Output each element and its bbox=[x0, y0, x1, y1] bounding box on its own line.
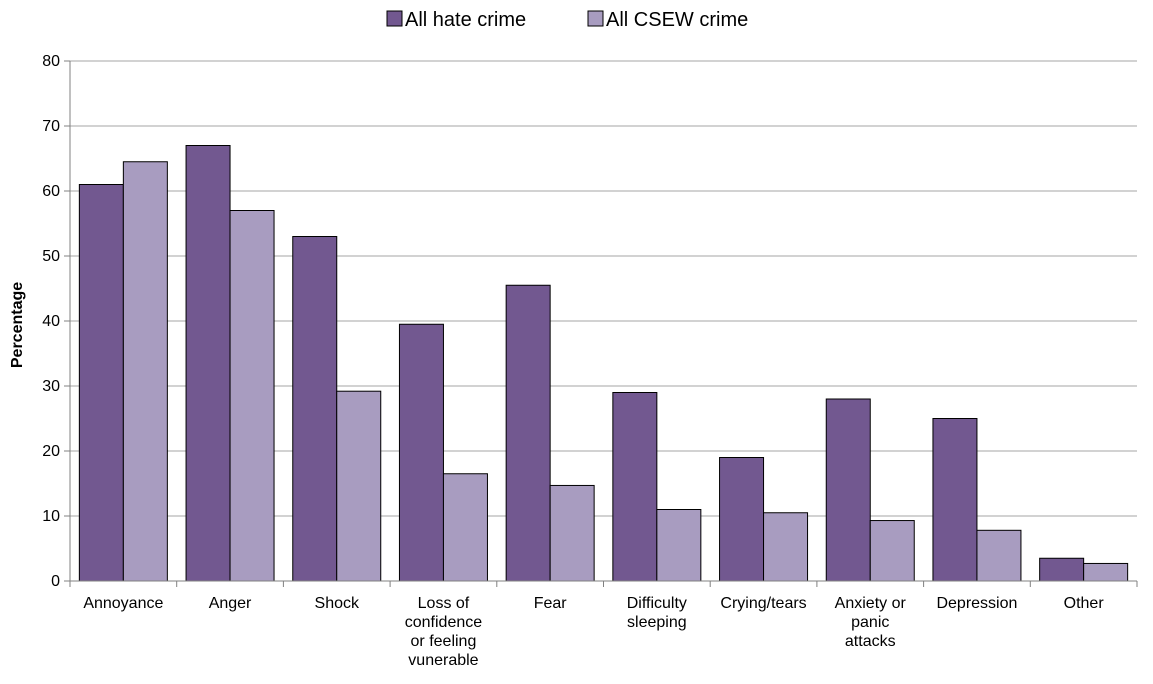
x-category-label: Crying/tears bbox=[720, 595, 806, 612]
x-category-label: Anger bbox=[209, 595, 252, 612]
bar-csew-crime bbox=[549, 484, 595, 582]
y-tick-label: 80 bbox=[42, 53, 60, 70]
legend-swatch bbox=[587, 10, 604, 27]
y-tick-label: 50 bbox=[42, 248, 60, 265]
x-category-label: Shock bbox=[315, 595, 360, 612]
legend: All hate crime All CSEW crime bbox=[386, 9, 748, 31]
x-category-label: Difficulty sleeping bbox=[627, 595, 687, 631]
bar-hate-crime bbox=[398, 323, 444, 582]
bar-hate-crime bbox=[612, 392, 658, 582]
bar-csew-crime bbox=[656, 509, 702, 582]
bar-hate-crime bbox=[932, 418, 978, 582]
x-category-label: Anxiety or panic attacks bbox=[835, 595, 907, 650]
y-tick-label: 0 bbox=[51, 573, 60, 590]
x-category-label: Other bbox=[1064, 595, 1105, 612]
y-tick-label: 60 bbox=[42, 183, 60, 200]
x-category-label: Annoyance bbox=[83, 595, 163, 612]
bar-csew-crime bbox=[763, 512, 809, 582]
y-tick-label: 30 bbox=[42, 378, 60, 395]
bar-csew-crime bbox=[976, 529, 1022, 582]
bar-csew-crime bbox=[336, 390, 382, 582]
x-category-label: Loss of confidence or feeling vunerable bbox=[405, 595, 482, 669]
bar-csew-crime bbox=[442, 473, 488, 582]
y-tick-label: 10 bbox=[42, 508, 60, 525]
legend-swatch bbox=[386, 10, 403, 27]
x-category-label: Fear bbox=[534, 595, 568, 612]
bar-hate-crime bbox=[505, 284, 551, 582]
bar-hate-crime bbox=[292, 236, 338, 582]
x-category-labels: Annoyance Anger Shock Loss of confidence or f… bbox=[83, 595, 1104, 669]
y-tick-label: 40 bbox=[42, 313, 60, 330]
bar-csew-crime bbox=[869, 520, 915, 582]
bars bbox=[78, 145, 1129, 582]
y-tick-label: 70 bbox=[42, 118, 60, 135]
bar-csew-crime bbox=[1083, 562, 1129, 582]
bar-csew-crime bbox=[229, 210, 275, 582]
bar-hate-crime bbox=[1039, 557, 1085, 582]
y-axis-label: Percentage bbox=[9, 282, 26, 368]
bar-hate-crime bbox=[825, 398, 871, 582]
bar-csew-crime bbox=[122, 161, 168, 582]
x-category-label: Depression bbox=[936, 595, 1017, 612]
legend-label: All hate crime bbox=[405, 9, 526, 31]
bar-hate-crime bbox=[185, 145, 231, 582]
axes bbox=[69, 61, 1138, 587]
bar-hate-crime bbox=[719, 457, 765, 582]
legend-label: All CSEW crime bbox=[606, 9, 748, 31]
bar-hate-crime bbox=[78, 184, 124, 582]
y-tick-label: 20 bbox=[42, 443, 60, 460]
y-tick-labels: 0 10 20 30 40 50 60 70 80 bbox=[42, 53, 60, 590]
